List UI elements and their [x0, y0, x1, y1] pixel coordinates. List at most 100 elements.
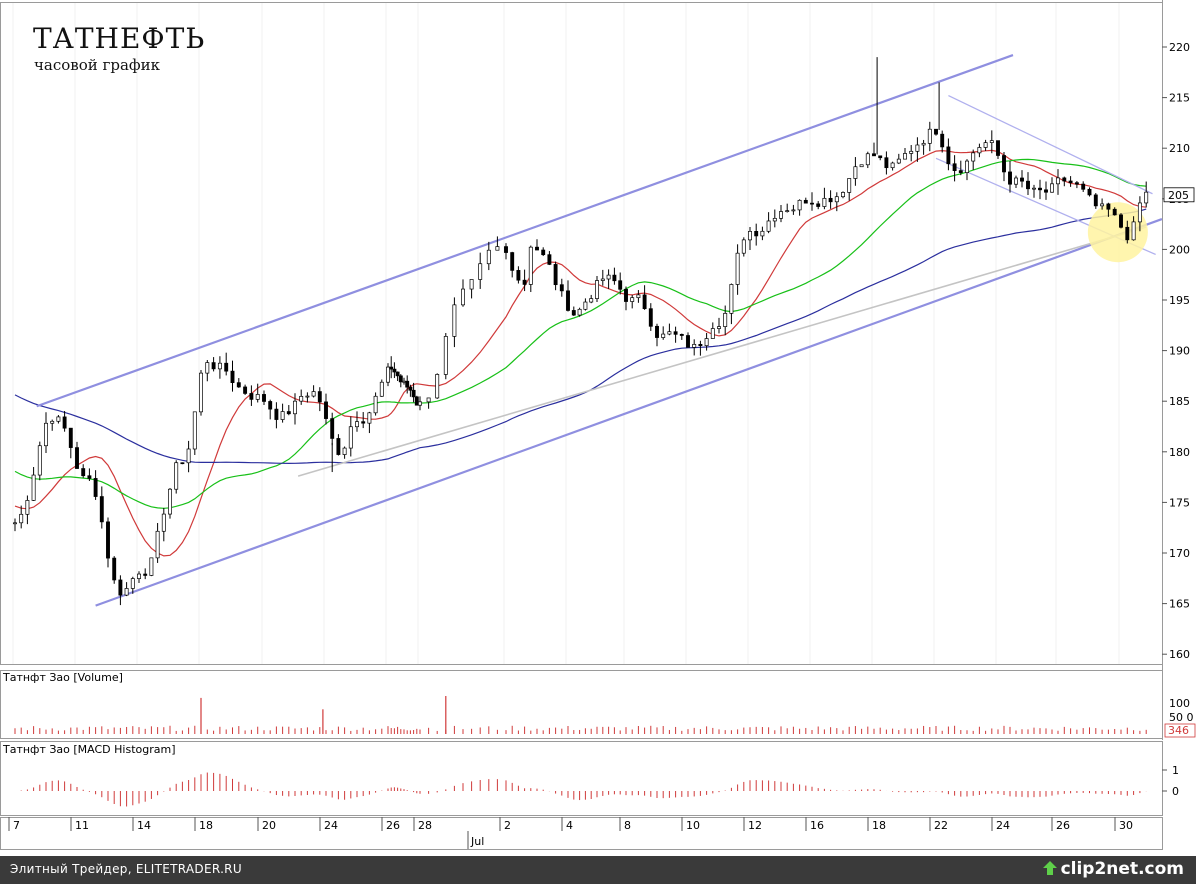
candle-body	[1008, 171, 1012, 185]
candle-body	[317, 391, 322, 403]
candle-body	[636, 294, 641, 299]
time-tick-label: 30	[1119, 819, 1133, 832]
candle-body	[927, 128, 932, 144]
candle-body	[355, 421, 359, 428]
candle-body	[754, 230, 759, 237]
candle-body	[816, 203, 821, 207]
candle-body	[1002, 155, 1006, 173]
candle-body	[841, 192, 845, 198]
candle-body	[293, 400, 297, 415]
price-tick-label: 210	[1169, 142, 1190, 155]
time-tick-label: 26	[386, 819, 400, 832]
last-price-label: 205	[1168, 189, 1189, 202]
time-tick-label: 10	[686, 819, 700, 832]
candle-body	[553, 264, 558, 286]
candle-body	[516, 270, 521, 281]
candle-body	[435, 374, 440, 399]
candle-body	[766, 220, 771, 232]
price-tick-label: 190	[1169, 345, 1190, 358]
footer-bar: Элитный Трейдер, ELITETRADER.RU clip2net…	[0, 856, 1196, 884]
candle-body	[118, 579, 123, 596]
candle-body	[878, 155, 883, 159]
chart-title: ТАТНЕФТЬ	[33, 22, 206, 55]
candle-body	[324, 401, 328, 419]
candle-body	[286, 411, 291, 415]
candle-body	[834, 196, 839, 203]
candle-body	[211, 362, 216, 370]
candle-body	[648, 308, 653, 327]
candle-body	[1100, 203, 1105, 207]
candle-body	[1056, 177, 1060, 185]
trendline	[948, 94, 1153, 195]
candle-body	[1014, 177, 1018, 185]
candle-body	[667, 331, 672, 335]
candle-body	[37, 445, 42, 476]
time-tick-label: 18	[199, 819, 213, 832]
price-tick-label: 180	[1169, 446, 1190, 459]
price-chart: 2202152102052001951901851801751701651602…	[0, 0, 1196, 850]
candle-body	[541, 249, 546, 256]
time-tick-label: 14	[137, 819, 151, 832]
time-tick-label: 28	[418, 819, 432, 832]
candle-body	[186, 448, 191, 464]
candle-body	[729, 284, 734, 314]
candle-body	[342, 447, 347, 455]
candle-body	[31, 474, 36, 501]
candle-body	[124, 588, 129, 596]
candle-body	[859, 164, 864, 168]
price-tick-label: 185	[1169, 395, 1190, 408]
time-axis-frame	[0, 817, 1163, 850]
candle-body	[847, 178, 852, 193]
candle-body	[1020, 177, 1024, 182]
price-tick-label: 170	[1169, 547, 1190, 560]
candle-body	[19, 513, 24, 524]
candle-body	[618, 280, 623, 290]
candle-body	[977, 147, 982, 154]
macd-pane-frame	[0, 741, 1163, 816]
time-tick-label: 7	[13, 819, 20, 832]
candle-body	[311, 391, 316, 397]
candle-body	[1093, 194, 1098, 207]
candle-body	[255, 394, 260, 400]
candle-body	[965, 160, 969, 173]
candle-body	[989, 140, 994, 143]
candle-body	[155, 530, 160, 559]
candle-body	[392, 368, 397, 373]
candle-body	[797, 199, 802, 211]
volume-last-box	[1164, 723, 1196, 738]
candle-body	[1125, 226, 1130, 241]
candle-body	[606, 274, 611, 280]
chart-subtitle: часовой график	[34, 56, 161, 74]
trendline	[36, 54, 1014, 408]
candle-body	[909, 150, 914, 154]
candle-body	[583, 301, 588, 310]
candle-body	[106, 521, 110, 559]
candle-body	[299, 395, 304, 402]
volume-pane-frame	[0, 670, 1163, 739]
candle-body	[679, 333, 684, 336]
candle-body	[661, 333, 666, 338]
candle-body	[93, 478, 98, 497]
candle-body	[946, 146, 951, 165]
candle-body	[217, 362, 222, 370]
volume-tick-label: 100	[1169, 697, 1190, 710]
candle-body	[87, 475, 92, 479]
candle-body	[822, 197, 827, 207]
time-tick-label: 8	[624, 819, 631, 832]
candle-body	[803, 199, 808, 204]
candle-body	[748, 230, 752, 241]
candle-body	[934, 128, 938, 135]
candle-body	[1119, 214, 1123, 228]
price-tick-label: 220	[1169, 41, 1190, 54]
candle-body	[1026, 180, 1030, 190]
candle-body	[161, 513, 166, 532]
candle-body	[589, 298, 594, 303]
candle-body	[411, 389, 416, 398]
candle-body	[395, 371, 400, 377]
volume-pane-label: Татнфт Зао [Volume]	[2, 671, 123, 684]
candle-body	[414, 396, 419, 406]
brand-logo[interactable]: clip2net.com	[1042, 859, 1184, 879]
candle-body	[1050, 183, 1054, 193]
candle-body	[547, 254, 552, 265]
candle-body	[600, 278, 605, 281]
